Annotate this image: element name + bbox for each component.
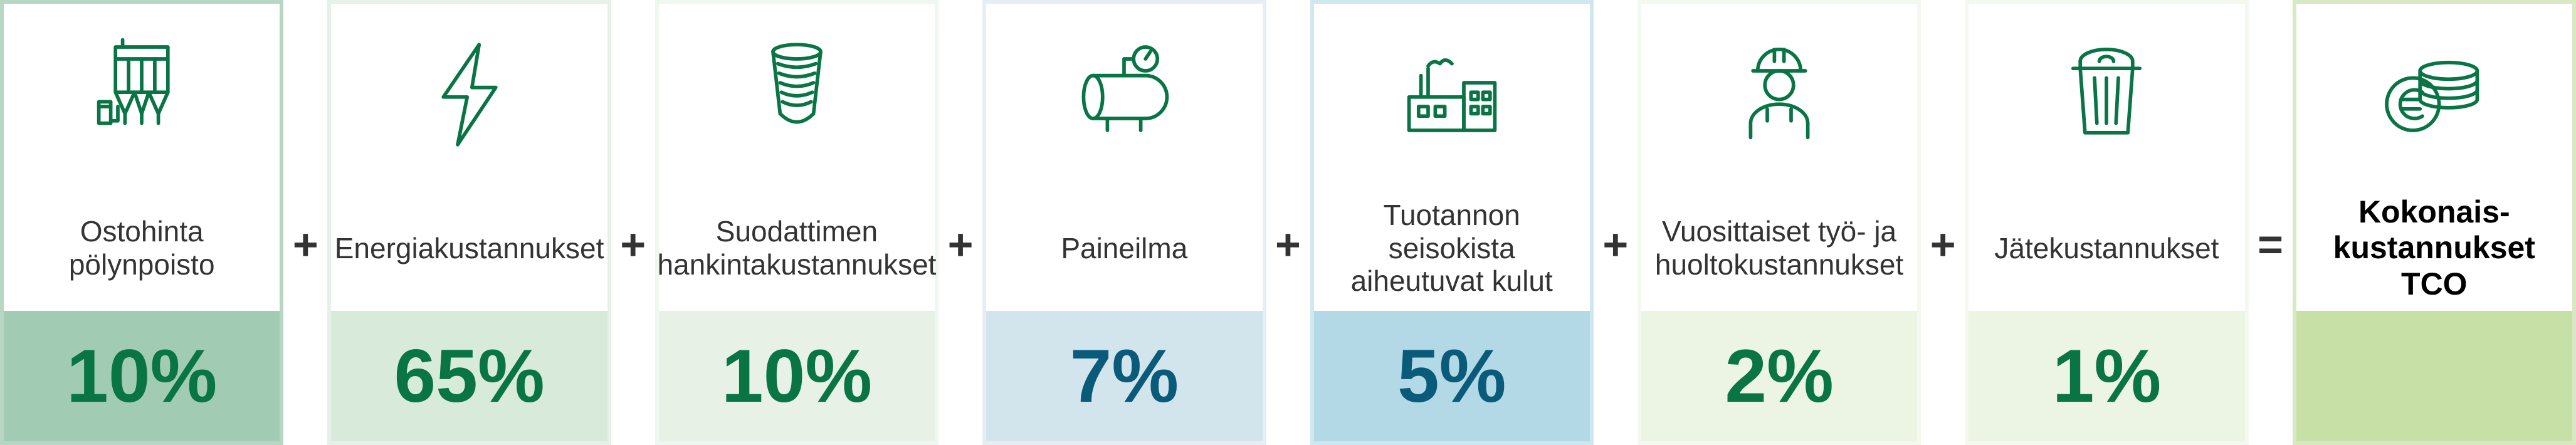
cost-card: Energiakustannukset65% <box>327 0 611 445</box>
plus-operator: + <box>611 0 655 445</box>
card-label: Paineilma <box>986 186 1262 311</box>
card-label: Tuotannon seisokista aiheutuvat kulut <box>1314 186 1590 311</box>
plus-operator: + <box>1594 0 1638 445</box>
card-value: 5% <box>1314 311 1590 441</box>
plus-operator: + <box>1266 0 1310 445</box>
tco-breakdown-row: Ostohinta pölynpoisto10%+ Energiakustann… <box>0 0 2576 445</box>
equals-operator: = <box>2249 0 2293 445</box>
air-icon <box>986 4 1262 186</box>
card-value <box>2296 311 2572 441</box>
plus-operator: + <box>1921 0 1965 445</box>
cost-card: Jätekustannukset1% <box>1965 0 2248 445</box>
card-label: Ostohinta pölynpoisto <box>4 186 280 311</box>
cost-card: Suodattimen hankintakustannukset10% <box>655 0 938 445</box>
bin-icon <box>1969 4 2244 186</box>
worker-icon <box>1641 4 1917 186</box>
card-label: Jätekustannukset <box>1969 186 2244 311</box>
coins-icon <box>2296 4 2572 186</box>
plus-operator: + <box>283 0 327 445</box>
cost-card: Tuotannon seisokista aiheutuvat kulut5% <box>1310 0 1594 445</box>
card-value: 7% <box>986 311 1262 441</box>
card-value: 10% <box>659 311 935 441</box>
factory-icon <box>1314 4 1590 186</box>
dust-icon <box>4 4 280 186</box>
card-label: Energiakustannukset <box>331 186 607 311</box>
filter-icon <box>659 4 935 186</box>
card-value: 65% <box>331 311 607 441</box>
card-value: 2% <box>1641 311 1917 441</box>
card-value: 10% <box>4 311 280 441</box>
cost-card: Ostohinta pölynpoisto10% <box>0 0 283 445</box>
bolt-icon <box>331 4 607 186</box>
cost-card: Paineilma7% <box>982 0 1266 445</box>
plus-operator: + <box>938 0 982 445</box>
card-value: 1% <box>1969 311 2244 441</box>
card-label: Vuosittaiset työ- ja huoltokustannukset <box>1641 186 1917 311</box>
cost-card: Vuosittaiset työ- ja huoltokustannukset2… <box>1638 0 1921 445</box>
card-label: Kokonais- kustannukset TCO <box>2296 186 2572 311</box>
total-card: Kokonais- kustannukset TCO <box>2293 0 2576 445</box>
card-label: Suodattimen hankintakustannukset <box>659 186 935 311</box>
